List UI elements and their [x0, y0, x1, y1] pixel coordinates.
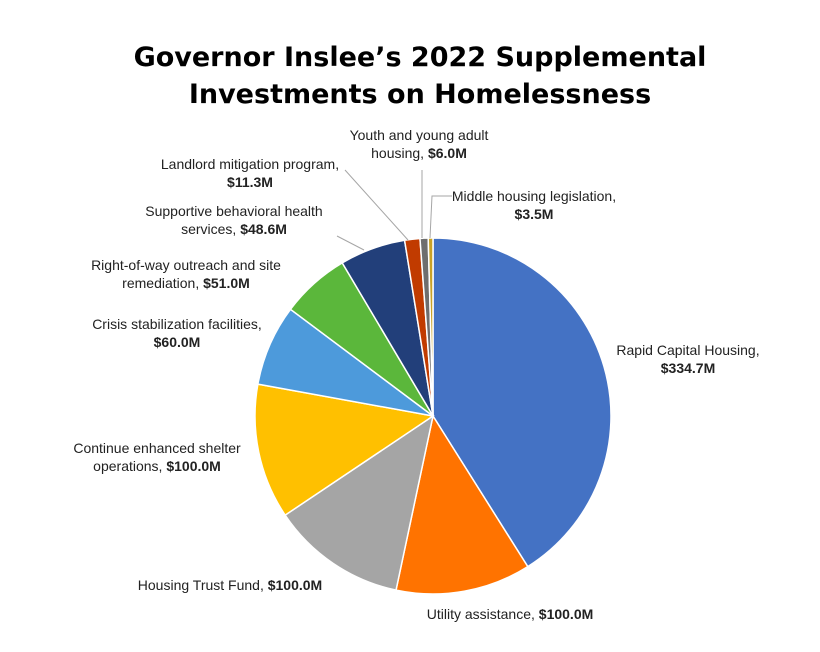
slice-label-rapid-capital-housing: Rapid Capital Housing, $334.7M	[616, 342, 759, 376]
pie-slice-continue-enhanced-shelter-operations	[254, 383, 435, 517]
pie-slice-middle-housing-legislation	[427, 237, 434, 417]
slice-label-continue-enhanced-shelter-operations: Continue enhanced shelter operations, $10…	[73, 440, 241, 474]
slice-label-crisis-stabilization-facilities: Crisis stabilization facilities, $60.0M	[92, 316, 262, 350]
slice-labels: Rapid Capital Housing, $334.7M Utility ass…	[73, 127, 759, 622]
slice-label-supportive-behavioral-health-services: Supportive behavioral health services, $4…	[145, 203, 322, 237]
leader-line-supportive-behavioral-health-services	[336, 235, 365, 251]
slice-label-middle-housing-legislation: Middle housing legislation, $3.5M	[452, 188, 616, 222]
pie-slices	[254, 237, 612, 595]
leader-line-landlord-mitigation-program	[344, 169, 409, 241]
pie-slice-rapid-capital-housing	[432, 237, 612, 568]
pie-slice-utility-assistance	[395, 414, 529, 595]
leader-line-middle-housing-legislation	[429, 195, 452, 239]
pie-slice-housing-trust-fund	[284, 414, 435, 592]
leader-lines	[336, 169, 452, 251]
slice-label-right-of-way-outreach-and-site-remediation: Right-of-way outreach and site remediatio…	[91, 257, 281, 291]
slice-label-utility-assistance: Utility assistance, $100.0M	[427, 606, 594, 622]
chart-title-line-1: Governor Inslee’s 2022 Supplemental	[134, 42, 707, 73]
slice-label-landlord-mitigation-program: Landlord mitigation program, $11.3M	[161, 156, 339, 190]
chart-title-line-2: Investments on Homelessness	[189, 79, 651, 110]
slice-label-youth-and-young-adult-housing: Youth and young adult housing, $6.0M	[350, 127, 489, 161]
slice-label-housing-trust-fund: Housing Trust Fund, $100.0M	[138, 577, 322, 593]
